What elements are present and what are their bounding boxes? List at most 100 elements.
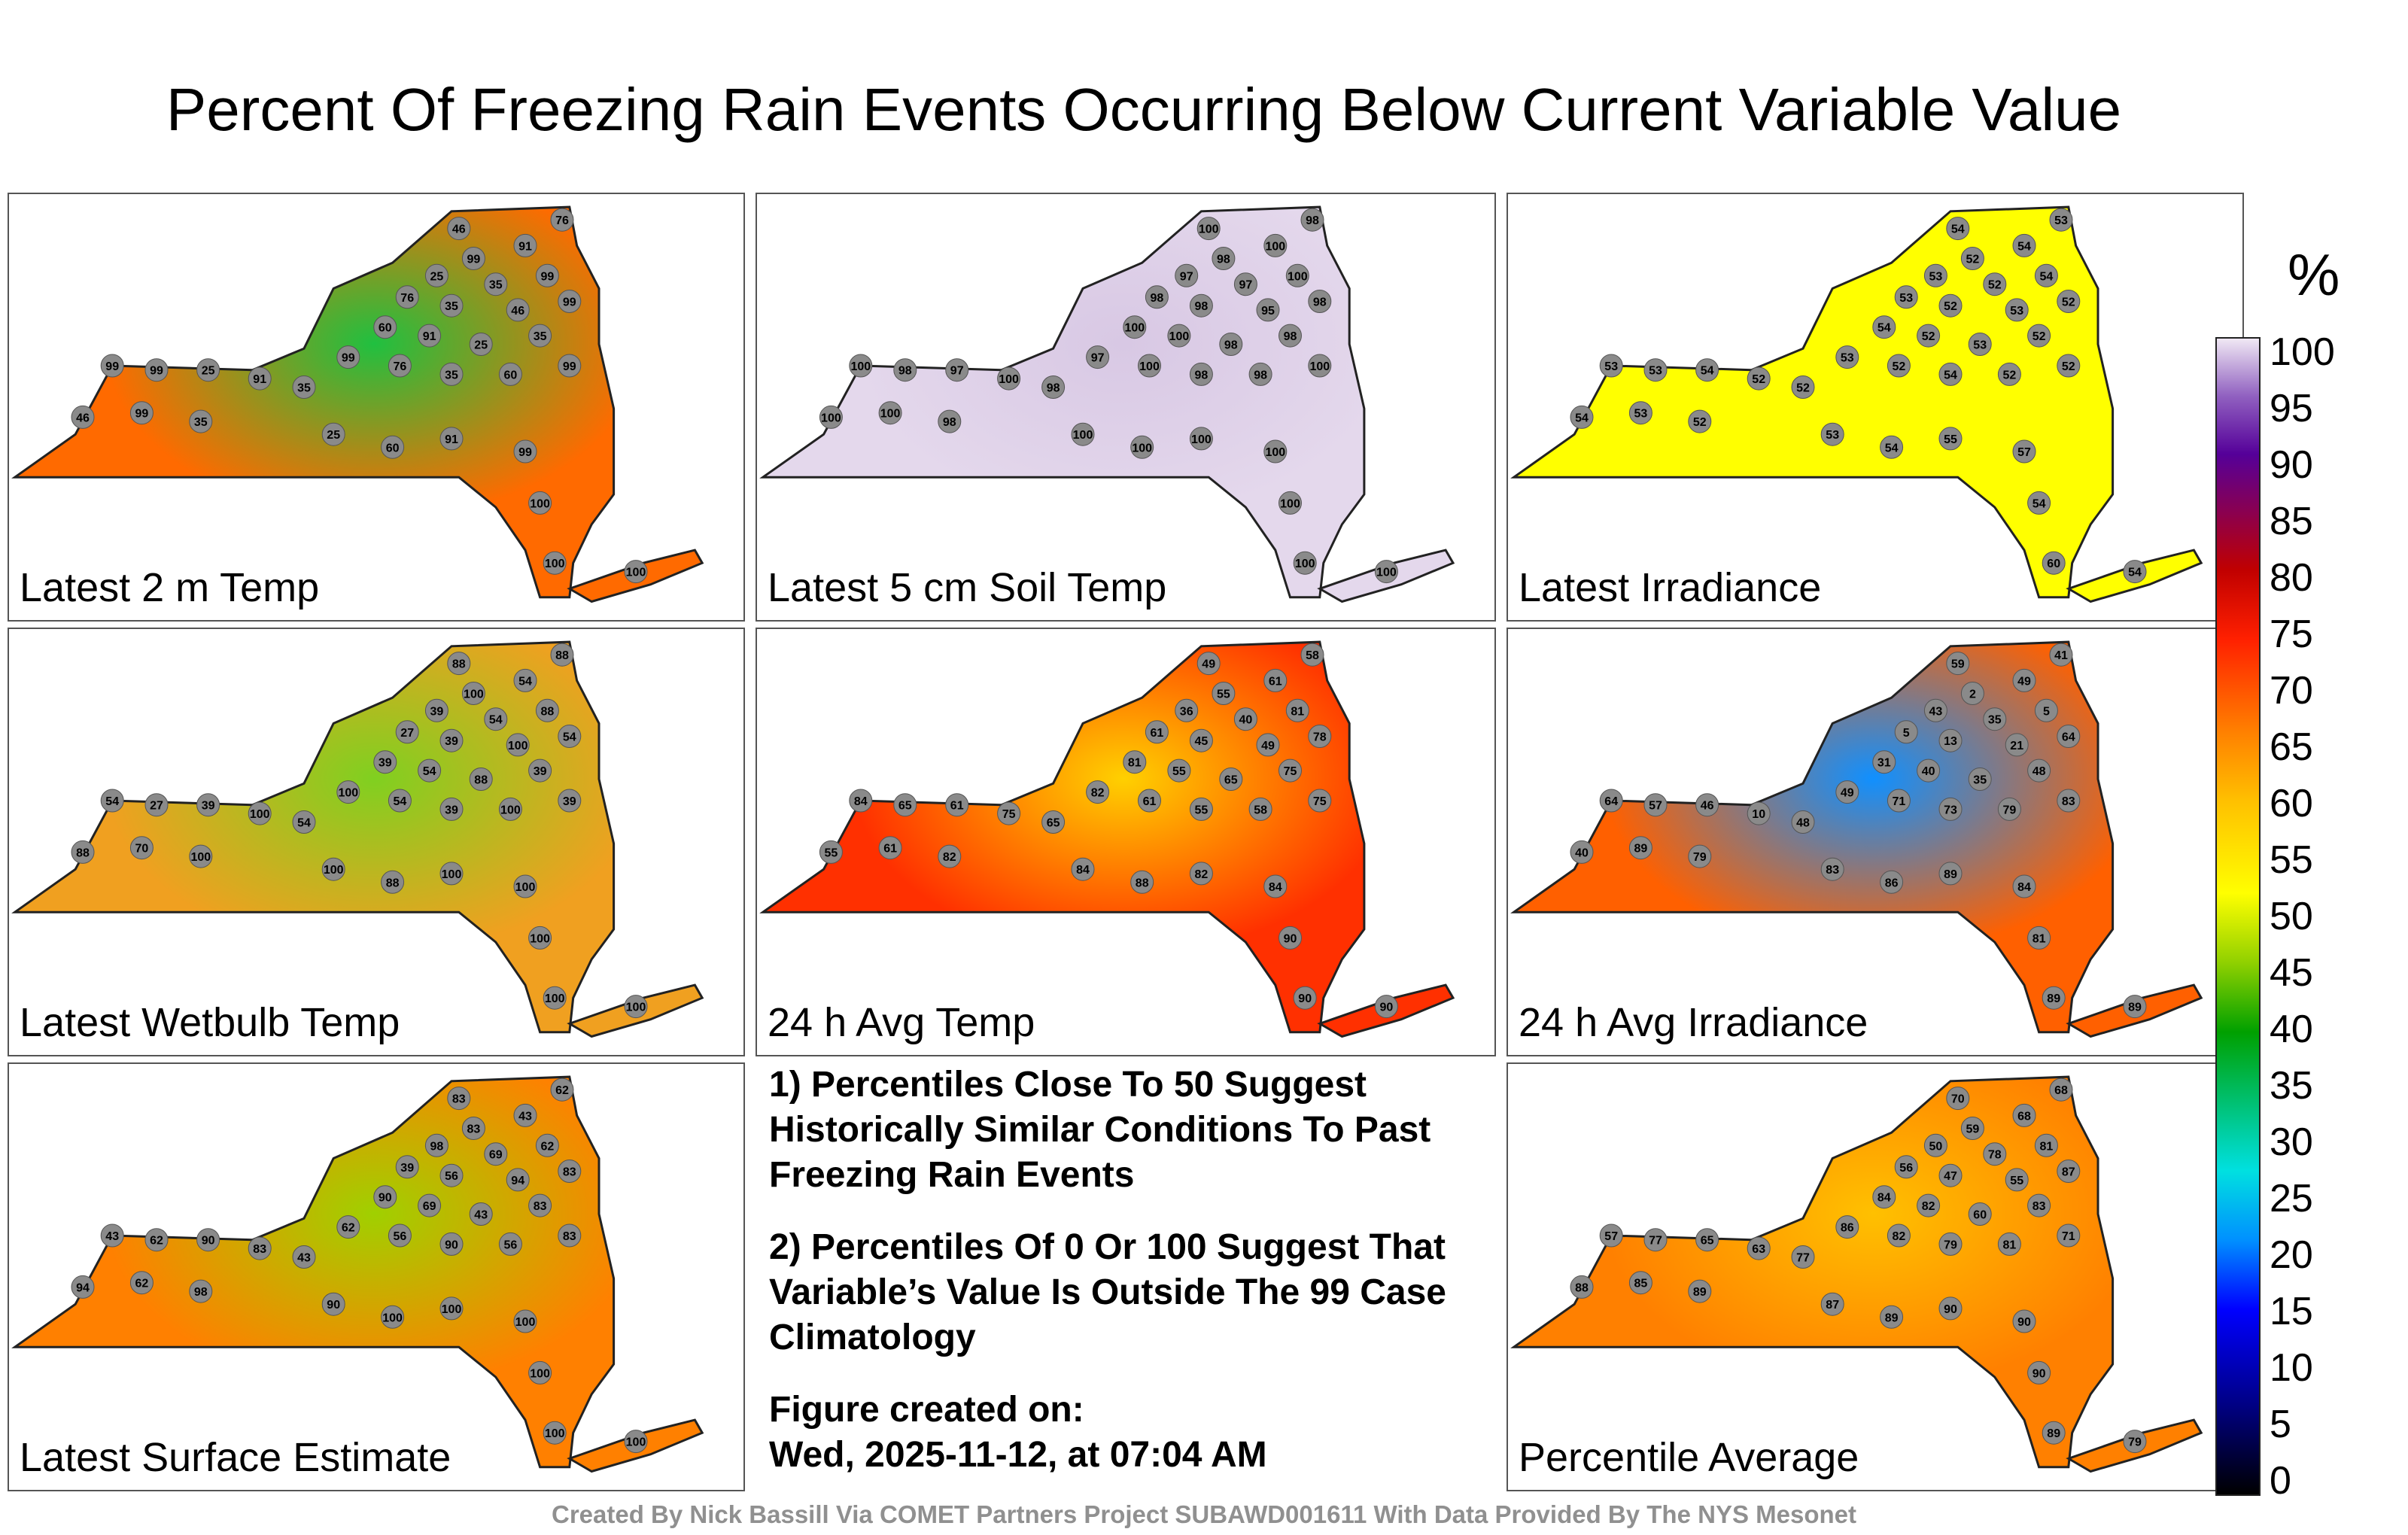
station-value: 48	[1796, 817, 1810, 830]
station-value: 58	[1306, 649, 1319, 662]
station-value: 68	[2054, 1084, 2068, 1097]
station-marker: 54	[292, 810, 316, 834]
station-value: 81	[2003, 1239, 2017, 1251]
station-value: 52	[1966, 254, 1980, 266]
colorbar-tick: 75	[2270, 612, 2313, 656]
ny-state-map: 76 46 91 99 25 35 99 76 35 46 99 60 91 25 35 99 76 35 60 99…	[11, 205, 704, 603]
colorbar-tick: 60	[2270, 782, 2313, 825]
station-marker: 79	[1997, 797, 2021, 821]
station-value: 100	[250, 808, 270, 821]
station-value: 35	[1973, 774, 1987, 787]
station-marker: 49	[2012, 668, 2036, 692]
station-marker: 98	[424, 1133, 448, 1157]
station-value: 98	[194, 1286, 208, 1299]
station-value: 76	[394, 360, 407, 373]
station-marker: 71	[2057, 1223, 2081, 1248]
station-value: 39	[445, 804, 458, 816]
station-value: 54	[1951, 223, 1965, 236]
station-marker: 98	[1189, 362, 1213, 386]
station-marker: 55	[1189, 797, 1213, 821]
station-marker: 55	[1938, 427, 1963, 451]
station-value: 60	[386, 442, 400, 454]
station-marker: 56	[498, 1232, 522, 1256]
station-value: 87	[1826, 1299, 1839, 1312]
station-value: 63	[1752, 1243, 1765, 1256]
station-value: 75	[1002, 808, 1016, 821]
station-value: 100	[1309, 360, 1330, 373]
station-value: 53	[1973, 339, 1987, 352]
station-marker: 35	[189, 409, 213, 433]
station-value: 52	[1752, 373, 1765, 386]
station-marker: 52	[1747, 366, 1771, 391]
station-marker: 68	[2012, 1103, 2036, 1127]
station-marker: 54	[418, 758, 442, 783]
station-value: 88	[452, 658, 466, 671]
station-value: 27	[150, 800, 163, 813]
station-marker: 31	[1872, 750, 1896, 774]
colorbar-tick: 85	[2270, 500, 2313, 543]
station-marker: 56	[388, 1223, 412, 1248]
station-marker: 100	[461, 682, 485, 705]
station-marker: 57	[1643, 793, 1668, 817]
colorbar-tick: 65	[2270, 725, 2313, 769]
station-value: 52	[2033, 330, 2046, 343]
station-value: 27	[400, 727, 414, 740]
station-value: 91	[518, 240, 532, 253]
station-marker: 21	[2005, 733, 2029, 757]
station-value: 97	[950, 365, 964, 378]
station-value: 5	[2043, 705, 2050, 718]
station-marker: 55	[1212, 682, 1236, 705]
station-value: 56	[504, 1239, 518, 1251]
panel-label: Percentile Average	[1519, 1435, 1859, 1480]
station-marker: 89	[2042, 1421, 2066, 1445]
station-marker: 79	[1938, 1232, 1963, 1256]
station-marker: 60	[381, 435, 405, 459]
station-value: 53	[1841, 352, 1854, 365]
station-value: 88	[1575, 1281, 1589, 1294]
ny-state-map: 53 54 54 52 53 52 54 53 52 53 52 54 52 53 52 53 52 54 52 52…	[1510, 205, 2203, 603]
station-value: 100	[1073, 429, 1093, 442]
station-value: 39	[445, 735, 458, 748]
colorbar	[2215, 337, 2261, 1496]
figure-title: Percent Of Freezing Rain Events Occurrin…	[166, 76, 2122, 143]
station-marker: 73	[1938, 797, 1963, 821]
station-marker: 52	[2027, 324, 2051, 348]
station-value: 98	[898, 365, 912, 378]
station-value: 100	[1199, 223, 1219, 236]
station-marker: 53	[2049, 208, 2073, 232]
station-marker: 98	[1300, 208, 1324, 232]
station-value: 81	[2040, 1140, 2054, 1153]
note-1: 1) Percentiles Close To 50 Suggest Histo…	[769, 1065, 1431, 1195]
station-value: 64	[2062, 731, 2075, 744]
station-value: 57	[1649, 800, 1662, 813]
panel-latest-5cm-soil-temp: 98 100 100 98 97 97 100 98 98 95 98 100 100 98 98 97 100…	[756, 193, 1496, 622]
station-value: 100	[1265, 240, 1285, 253]
station-marker: 88	[71, 840, 95, 864]
station-value: 100	[545, 992, 565, 1005]
station-marker: 98	[1041, 375, 1066, 399]
station-value: 83	[563, 1166, 576, 1179]
state-outline	[1510, 640, 2115, 1034]
station-marker: 100	[498, 797, 522, 821]
station-value: 98	[1254, 369, 1267, 381]
station-value: 39	[400, 1162, 414, 1175]
station-marker: 54	[1880, 435, 1904, 459]
station-value: 100	[1265, 446, 1285, 459]
station-value: 100	[880, 408, 901, 421]
station-value: 61	[1143, 795, 1157, 808]
station-value: 52	[1693, 416, 1707, 429]
station-marker: 65	[1219, 768, 1243, 791]
station-value: 85	[1634, 1278, 1648, 1290]
station-value: 88	[541, 705, 555, 718]
station-marker: 60	[1968, 1202, 1992, 1226]
station-value: 35	[445, 300, 458, 313]
created-label: Figure created on:	[769, 1390, 1084, 1430]
station-value: 100	[626, 1002, 646, 1014]
station-value: 90	[1298, 992, 1312, 1005]
station-marker: 81	[1997, 1232, 2021, 1256]
station-marker: 100	[1130, 435, 1154, 459]
station-marker: 27	[144, 793, 169, 817]
station-marker: 49	[1835, 780, 1859, 804]
ny-state-map: 58 49 61 55 36 40 81 61 45 49 78 81 55 65 75 82 61 55 58 75…	[759, 640, 1455, 1038]
station-value: 100	[999, 373, 1019, 386]
